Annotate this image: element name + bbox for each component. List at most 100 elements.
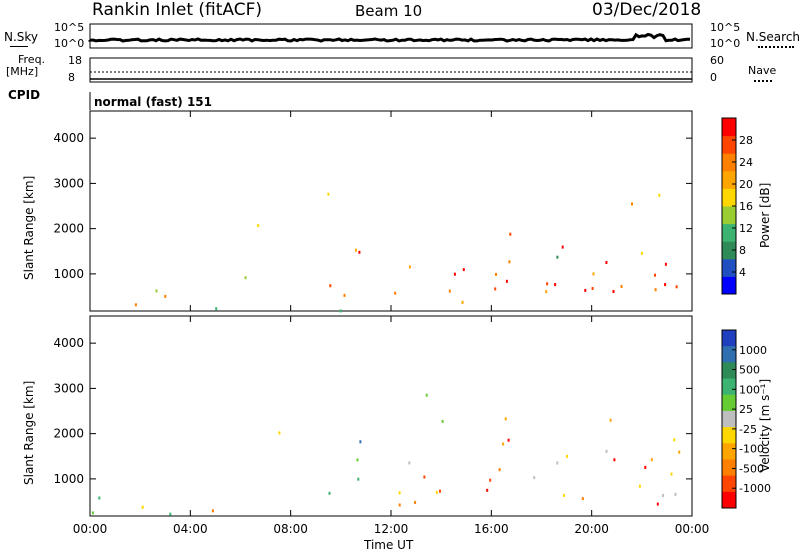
colorbar-segment xyxy=(722,170,736,189)
rti-cell xyxy=(674,492,677,496)
vel-ytick-label: 4000 xyxy=(53,336,84,350)
colorbar-segment xyxy=(722,491,736,509)
nsky-line xyxy=(10,46,28,47)
colorbar-segment xyxy=(722,188,736,207)
colorbar-tick-label: 500 xyxy=(739,364,760,377)
colorbar-segment xyxy=(722,378,736,396)
rti-cell xyxy=(448,289,451,293)
nsearch-label: N.Search xyxy=(746,30,800,44)
rti-cell xyxy=(169,512,172,516)
rti-cell xyxy=(329,284,332,288)
power-ylabel: Slant Range [km] xyxy=(22,175,36,280)
rti-cell xyxy=(356,458,359,462)
rti-cell xyxy=(435,490,438,494)
xtick-label: 08:00 xyxy=(273,522,308,536)
colorbar-segment xyxy=(722,475,736,493)
power-colorbar: 4 8 12 16 20 24 28 xyxy=(721,117,753,295)
rti-cell xyxy=(408,265,411,269)
colorbar-segment xyxy=(722,241,736,260)
rti-cell xyxy=(358,250,361,254)
colorbar-segment xyxy=(722,362,736,380)
rti-cell xyxy=(650,458,653,462)
rti-cell xyxy=(357,477,360,481)
nave-tick-high: 60 xyxy=(710,54,724,67)
colorbar-segment xyxy=(722,153,736,172)
nsearch-tick-high: 10^5 xyxy=(710,21,741,34)
rti-cell xyxy=(678,450,681,454)
rti-cell xyxy=(494,287,497,291)
colorbar-segment xyxy=(722,206,736,225)
colorbar-tick-label: 8 xyxy=(739,244,746,257)
rti-cell xyxy=(359,440,362,444)
rti-cell xyxy=(509,232,512,236)
colorbar-tick-label: -25 xyxy=(739,423,757,436)
colorbar-tick-label: -500 xyxy=(739,462,764,475)
colorbar-tick-label: -1000 xyxy=(739,482,771,495)
rti-cell xyxy=(141,505,144,509)
colorbar-segment xyxy=(722,346,736,363)
power-scatter xyxy=(134,192,678,313)
rti-cell xyxy=(502,442,505,446)
rti-cell xyxy=(408,461,411,465)
rti-cell xyxy=(257,224,260,228)
rti-cell xyxy=(675,285,678,289)
rti-cell xyxy=(612,290,615,293)
colorbar-tick-label: -100 xyxy=(739,443,764,456)
rti-cell xyxy=(640,251,643,255)
rti-cell xyxy=(605,261,608,264)
colorbar-tick-label: 100 xyxy=(739,383,760,396)
rti-cell xyxy=(394,291,397,295)
cpid-label: CPID xyxy=(8,88,41,102)
vel-ytick-label: 2000 xyxy=(53,427,84,441)
rti-cell xyxy=(556,461,559,465)
xtick-label: 04:00 xyxy=(173,522,208,536)
colorbar-tick-label: 25 xyxy=(739,403,753,416)
rti-cell xyxy=(533,476,536,480)
rti-cell xyxy=(343,293,346,297)
colorbar-segment xyxy=(722,427,736,444)
rti-cell xyxy=(278,431,281,435)
power-colorbar-label: Power [dB] xyxy=(758,182,772,248)
rti-cell xyxy=(215,307,218,311)
rti-cell xyxy=(398,503,401,507)
rti-cell xyxy=(613,458,616,462)
power-yticks: 1000 2000 3000 4000 xyxy=(53,131,692,281)
rti-cell xyxy=(561,245,564,249)
rti-cell xyxy=(398,491,401,495)
colorbar-segment xyxy=(722,223,736,242)
rti-cell xyxy=(486,488,489,492)
nsky-tick-low: 10^0 xyxy=(54,37,85,50)
power-ytick-label: 3000 xyxy=(53,176,84,190)
cpid-value: normal (fast) 151 xyxy=(94,95,212,109)
nave-label: Nave xyxy=(748,64,777,77)
station-title: Rankin Inlet (fitACF) xyxy=(92,0,263,20)
freq-label-1: Freq. xyxy=(18,53,46,66)
xtick-label: 16:00 xyxy=(474,522,509,536)
vel-ytick-label: 1000 xyxy=(53,472,84,486)
colorbar-segment xyxy=(722,330,736,347)
colorbar-segment xyxy=(722,394,736,412)
power-ytick-label: 4000 xyxy=(53,131,84,145)
x-axis-ticks: 00:00 04:00 08:00 12:00 16:00 20:00 00:00 xyxy=(73,111,709,536)
colorbar-segment xyxy=(722,459,736,477)
vel-ytick-label: 3000 xyxy=(53,381,84,395)
power-ytick-label: 2000 xyxy=(53,222,84,236)
rti-cell xyxy=(620,285,623,288)
rti-cell xyxy=(566,454,568,458)
velocity-ylabel: Slant Range [km] xyxy=(22,380,36,485)
rti-cell xyxy=(581,497,584,501)
colorbar-segment xyxy=(722,410,736,428)
rti-cell xyxy=(658,193,661,197)
rti-cell xyxy=(489,478,492,482)
nave-tick-low: 0 xyxy=(710,71,717,84)
rti-cell xyxy=(584,288,587,292)
velocity-yticks: 1000 2000 3000 4000 xyxy=(53,336,692,486)
colorbar-tick-label: 24 xyxy=(739,156,753,169)
rti-cell xyxy=(495,272,497,276)
nsky-trace xyxy=(88,32,690,43)
velocity-colorbar: 1000 500 100 25 -25 -100 -500 -1000 xyxy=(721,329,771,509)
colorbar-segment xyxy=(722,276,736,295)
velocity-scatter xyxy=(91,393,681,516)
nsky-label: N.Sky xyxy=(4,30,39,44)
